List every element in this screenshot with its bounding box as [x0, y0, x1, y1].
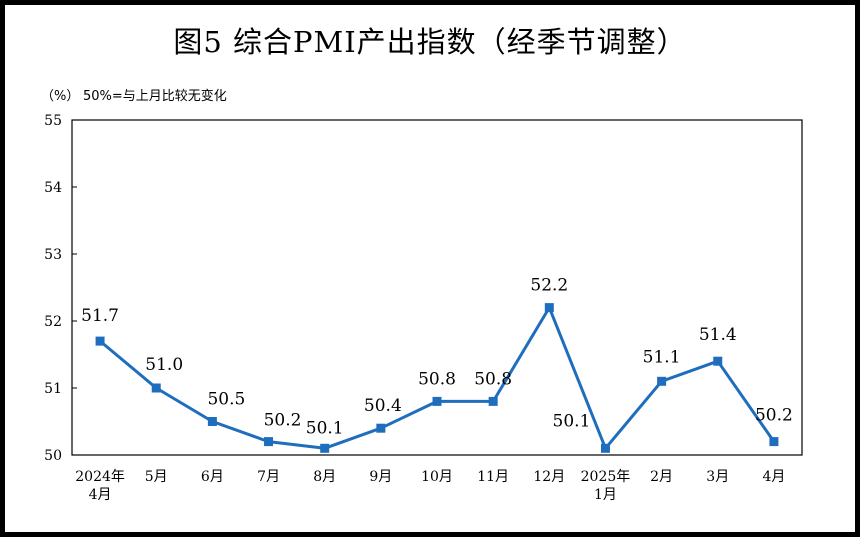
- x-tick-label: 9月: [369, 469, 392, 485]
- y-tick-label: 54: [44, 180, 62, 196]
- data-label: 50.2: [264, 411, 302, 431]
- data-point-marker: [376, 423, 386, 433]
- x-tick-label: 2025年: [581, 469, 631, 485]
- data-label: 51.7: [81, 306, 119, 326]
- x-tick-label: 2月: [650, 469, 673, 485]
- y-unit-label: （%）: [41, 89, 80, 104]
- y-tick-label: 51: [44, 381, 62, 397]
- data-label: 50.5: [207, 390, 245, 410]
- x-tick-label: 7月: [257, 469, 280, 485]
- data-point-marker: [264, 437, 274, 447]
- data-point-marker: [713, 356, 723, 366]
- chart-title: 图5 综合PMI产出指数（经季节调整）: [173, 25, 687, 59]
- y-tick-label: 50: [44, 448, 62, 464]
- x-tick-label: 1月: [594, 487, 617, 503]
- x-tick-label: 6月: [201, 469, 224, 485]
- data-point-marker: [320, 443, 330, 453]
- data-point-marker: [600, 443, 610, 453]
- data-label: 50.2: [755, 406, 793, 426]
- data-point-marker: [769, 437, 779, 447]
- plot-area-border: [71, 119, 803, 456]
- chart-frame: 图5 综合PMI产出指数（经季节调整） （%） 50%=与上月比较无变化: [5, 5, 855, 532]
- y-tick-label: 53: [44, 247, 62, 263]
- data-label: 50.4: [364, 396, 402, 416]
- data-point-marker: [488, 396, 498, 406]
- data-point-marker: [657, 376, 667, 386]
- data-label: 51.1: [643, 347, 681, 367]
- y-tick-label: 52: [44, 314, 62, 330]
- x-tick-label: 3月: [706, 469, 729, 485]
- x-tick-label: 5月: [145, 469, 168, 485]
- y-tick-label: 55: [44, 113, 62, 129]
- baseline-note: 50%=与上月比较无变化: [83, 89, 227, 104]
- x-tick-label: 11月: [477, 469, 509, 485]
- x-tick-label: 10月: [421, 469, 453, 485]
- x-tick-label: 8月: [313, 469, 336, 485]
- data-point-marker: [544, 303, 554, 313]
- data-label: 51.0: [145, 355, 183, 375]
- data-label: 51.4: [699, 325, 737, 345]
- data-label: 50.8: [418, 369, 456, 389]
- data-point-marker: [432, 396, 442, 406]
- x-tick-label: 2024年: [75, 469, 125, 485]
- data-point-marker: [207, 417, 217, 426]
- data-point-marker: [95, 336, 105, 346]
- data-label: 50.8: [474, 369, 512, 389]
- data-label: 52.2: [530, 276, 568, 296]
- data-label: 50.1: [306, 418, 344, 438]
- data-point-marker: [151, 383, 161, 393]
- x-tick-label: 12月: [533, 469, 565, 485]
- x-tick-label: 4月: [89, 487, 112, 503]
- x-tick-label: 4月: [762, 469, 785, 485]
- data-label: 50.1: [553, 411, 591, 431]
